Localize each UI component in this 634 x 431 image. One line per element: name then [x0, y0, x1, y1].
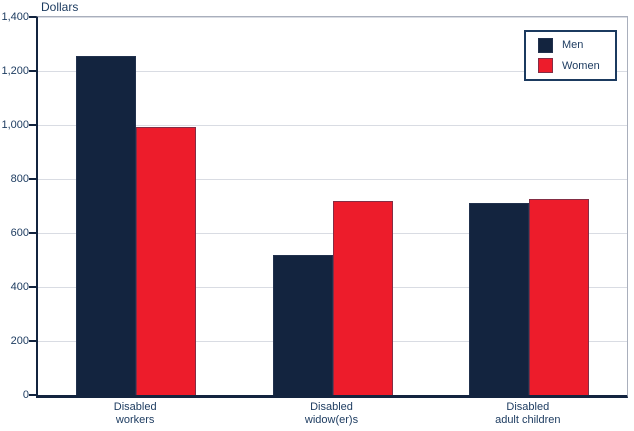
bar-group [76, 17, 197, 395]
legend-label-women: Women [562, 59, 600, 72]
x-category-label: Disabled adult children [495, 401, 561, 426]
y-tick-label: 800 [10, 173, 29, 185]
y-tick-mark [29, 124, 36, 126]
y-tick-label: 1,200 [1, 65, 29, 77]
bar-group [468, 17, 589, 395]
y-tick-mark [29, 286, 36, 288]
y-tick-label: 0 [22, 389, 29, 401]
men-bar [468, 203, 529, 395]
gridline [38, 17, 627, 18]
y-tick-label: 1,400 [1, 11, 29, 23]
legend-item-women: Women [538, 58, 615, 74]
women-bar [136, 127, 197, 395]
legend-item-men: Men [538, 37, 615, 53]
men-bar [272, 255, 333, 395]
y-tick-mark [29, 16, 36, 18]
women-bar [332, 201, 393, 395]
gridline [38, 179, 627, 180]
y-axis-title: Dollars [41, 0, 79, 14]
y-tick-label: 200 [10, 335, 29, 347]
y-tick-mark [29, 232, 36, 234]
y-tick-label: 400 [10, 281, 29, 293]
men-swatch [538, 37, 553, 53]
y-tick-label: 600 [10, 227, 29, 239]
legend: Men Women [524, 30, 617, 81]
gridline [38, 125, 627, 126]
x-category-label: Disabled widow(er)s [304, 401, 359, 426]
men-bar [76, 56, 137, 395]
y-tick-mark [29, 178, 36, 180]
y-tick-label: 1,000 [1, 119, 29, 131]
gridline [38, 71, 627, 72]
y-tick-mark [29, 340, 36, 342]
y-tick-mark [29, 394, 36, 396]
legend-label-men: Men [562, 39, 584, 52]
women-bar [528, 199, 589, 395]
y-tick-mark [29, 70, 36, 72]
women-swatch [538, 58, 553, 74]
x-category-label: Disabled workers [113, 401, 157, 426]
bar-group [272, 17, 393, 395]
